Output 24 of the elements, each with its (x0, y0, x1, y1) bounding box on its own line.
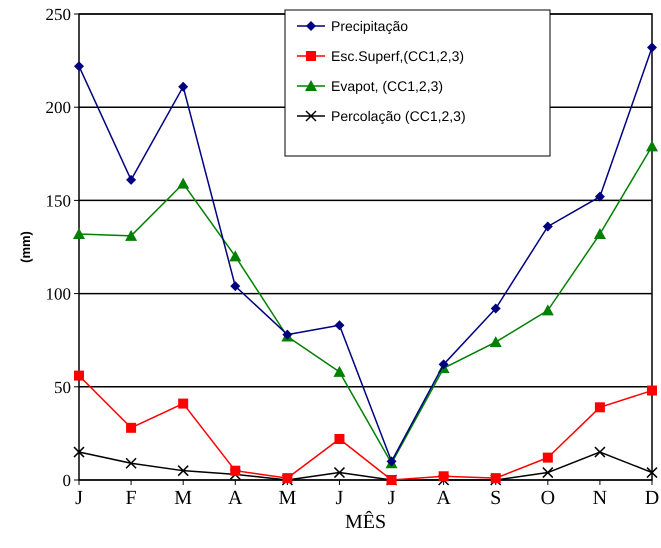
legend-label: Esc.Superf,(CC1,2,3) (331, 48, 464, 64)
x-tick-label: J (336, 487, 344, 509)
x-tick-label: M (278, 487, 296, 509)
x-tick-label: O (540, 487, 556, 509)
x-tick-label: J (388, 487, 396, 509)
y-tick-label: 0 (62, 470, 71, 490)
x-tick-label: A (228, 487, 244, 509)
x-tick-label: J (75, 487, 84, 509)
x-tick-label: M (174, 487, 192, 509)
y-tick-label: 100 (46, 284, 71, 304)
y-tick-label: 200 (46, 98, 71, 118)
x-tick-label: A (436, 487, 452, 509)
legend-label: Percolação (CC1,2,3) (331, 108, 466, 124)
x-tick-label: S (490, 487, 502, 509)
y-axis-title: (mm) (18, 231, 33, 263)
legend-label: Precipitação (331, 18, 408, 34)
x-axis-title: MÊS (344, 510, 386, 533)
legend-label: Evapot, (CC1,2,3) (331, 78, 444, 94)
x-tick-label: F (126, 487, 137, 509)
x-tick-label: D (644, 487, 660, 509)
y-tick-label: 150 (46, 191, 71, 210)
y-tick-label: 50 (54, 378, 71, 397)
y-tick-label: 250 (46, 4, 71, 24)
x-tick-label: N (592, 487, 608, 509)
